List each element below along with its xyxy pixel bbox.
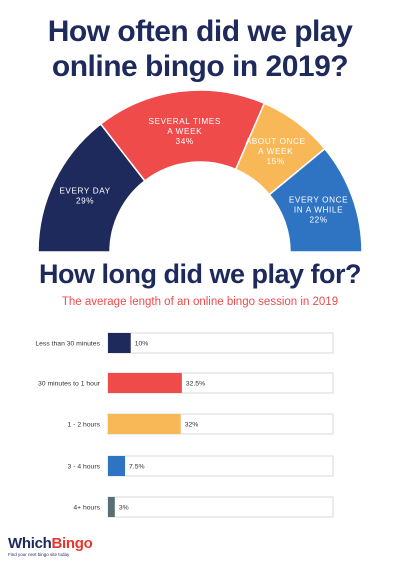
- slice-category-label: A WEEK: [258, 147, 293, 156]
- slice-value-label: 29%: [76, 197, 94, 206]
- slice-category-label: A WEEK: [167, 127, 202, 136]
- slice-value-label: 15%: [267, 157, 285, 166]
- slice-category-label: EVERY ONCE: [289, 195, 348, 204]
- bar: [108, 414, 181, 434]
- bar-row: Less than 30 minutes 10%: [35, 332, 334, 354]
- bar-row: 30 minutes to 1 hour 32.5%: [38, 372, 334, 394]
- duration-bar-chart: Less than 30 minutes 10% 30 minutes to 1 h…: [35, 332, 334, 518]
- bar-track: [107, 496, 334, 518]
- donut-slice: [268, 147, 363, 253]
- bar-value-label: 10%: [135, 341, 149, 348]
- main-title-line2: online bingo in 2019?: [51, 50, 349, 83]
- slice-category-label: SEVERAL TIMES: [148, 117, 220, 126]
- slice-category-label: ABOUT ONCE: [246, 137, 306, 146]
- logo-bingo-text: Bingo: [51, 535, 93, 552]
- bar: [108, 456, 126, 476]
- main-title: How often did we play online bingo in 20…: [0, 14, 400, 84]
- bar-category-label: 30 minutes to 1 hour: [38, 381, 101, 388]
- section-subtitle: The average length of an online bingo se…: [61, 296, 339, 308]
- bar-row: 3 - 4 hours 7.5%: [68, 455, 334, 477]
- bar-value-label: 7.5%: [129, 464, 145, 471]
- bar-category-label: 3 - 4 hours: [68, 464, 101, 471]
- section-title: How long did we play for?: [39, 259, 362, 289]
- slice-value-label: 34%: [176, 137, 194, 146]
- main-title-line1: How often did we play: [47, 15, 353, 48]
- bar: [108, 333, 131, 353]
- bar: [108, 373, 182, 393]
- logo-wordmark: WhichBingo: [8, 536, 93, 552]
- bar-category-label: 4+ hours: [73, 505, 100, 512]
- bar-row: 1 - 2 hours 32%: [68, 413, 334, 435]
- bar-value-label: 32%: [185, 422, 199, 429]
- whichbingo-logo[interactable]: WhichBingo Find your next bingo site tod…: [8, 536, 93, 558]
- slice-category-label: EVERY DAY: [59, 187, 110, 196]
- bar-value-label: 3%: [119, 505, 129, 512]
- bar-category-label: Less than 30 minutes: [35, 341, 100, 348]
- slice-value-label: 22%: [309, 215, 327, 224]
- logo-tagline: Find your next bingo site today: [8, 552, 70, 557]
- slice-category-label: IN A WHILE: [294, 205, 343, 214]
- bar-value-label: 32.5%: [186, 381, 205, 388]
- logo-which-text: Which: [8, 535, 52, 552]
- bar-category-label: 1 - 2 hours: [68, 422, 101, 429]
- bar-row: 4+ hours 3%: [73, 496, 334, 518]
- bar: [108, 497, 115, 517]
